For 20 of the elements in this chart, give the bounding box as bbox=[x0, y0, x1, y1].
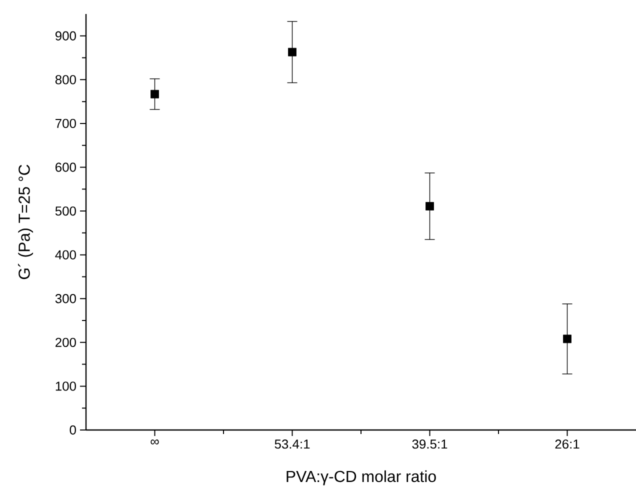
point bbox=[426, 202, 434, 210]
point bbox=[288, 48, 296, 56]
x-tick-label: ∞ bbox=[150, 440, 159, 444]
y-tick-label: 900 bbox=[55, 31, 76, 40]
point bbox=[563, 334, 572, 344]
y-tick-label: 300 bbox=[55, 294, 76, 304]
y-tick-label: 400 bbox=[55, 250, 76, 260]
point bbox=[150, 90, 159, 98]
x-tick-label: 39.5:1 bbox=[412, 440, 448, 449]
y-tick-label: 700 bbox=[56, 118, 76, 128]
y-tick-label: 800 bbox=[55, 75, 76, 84]
y-tick-label: 0 bbox=[70, 425, 76, 435]
y-tick-label: 200 bbox=[56, 338, 76, 347]
x-axis-title: PVA:γ-CD molar ratio bbox=[286, 470, 436, 486]
y-tick-label: 100 bbox=[56, 382, 76, 391]
y-tick-label: 600 bbox=[56, 162, 76, 172]
x-tick-label: 26:1 bbox=[555, 440, 580, 449]
x-tick-label: 53.4:1 bbox=[274, 440, 310, 449]
y-axis-title: G´ (Pa) T=25 °C bbox=[18, 164, 34, 280]
y-tick-label: 500 bbox=[55, 206, 76, 216]
